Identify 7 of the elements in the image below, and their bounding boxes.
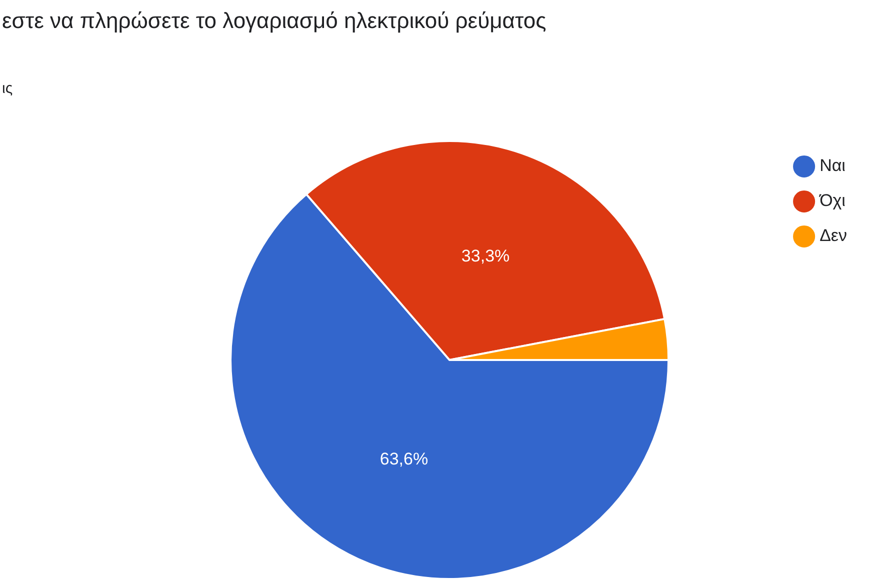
data-label: 63,6% bbox=[380, 449, 428, 468]
legend-label: Όχι bbox=[818, 191, 846, 210]
data-label: 33,3% bbox=[461, 246, 510, 266]
text: ις bbox=[2, 80, 13, 97]
legend-label: Ναι bbox=[820, 156, 846, 176]
chart-title: εστε να πληρώσετε το λογαριασμό ηλεκτρικού ρεύματος bbox=[2, 8, 546, 34]
legend-label: Δεν bbox=[820, 226, 848, 246]
